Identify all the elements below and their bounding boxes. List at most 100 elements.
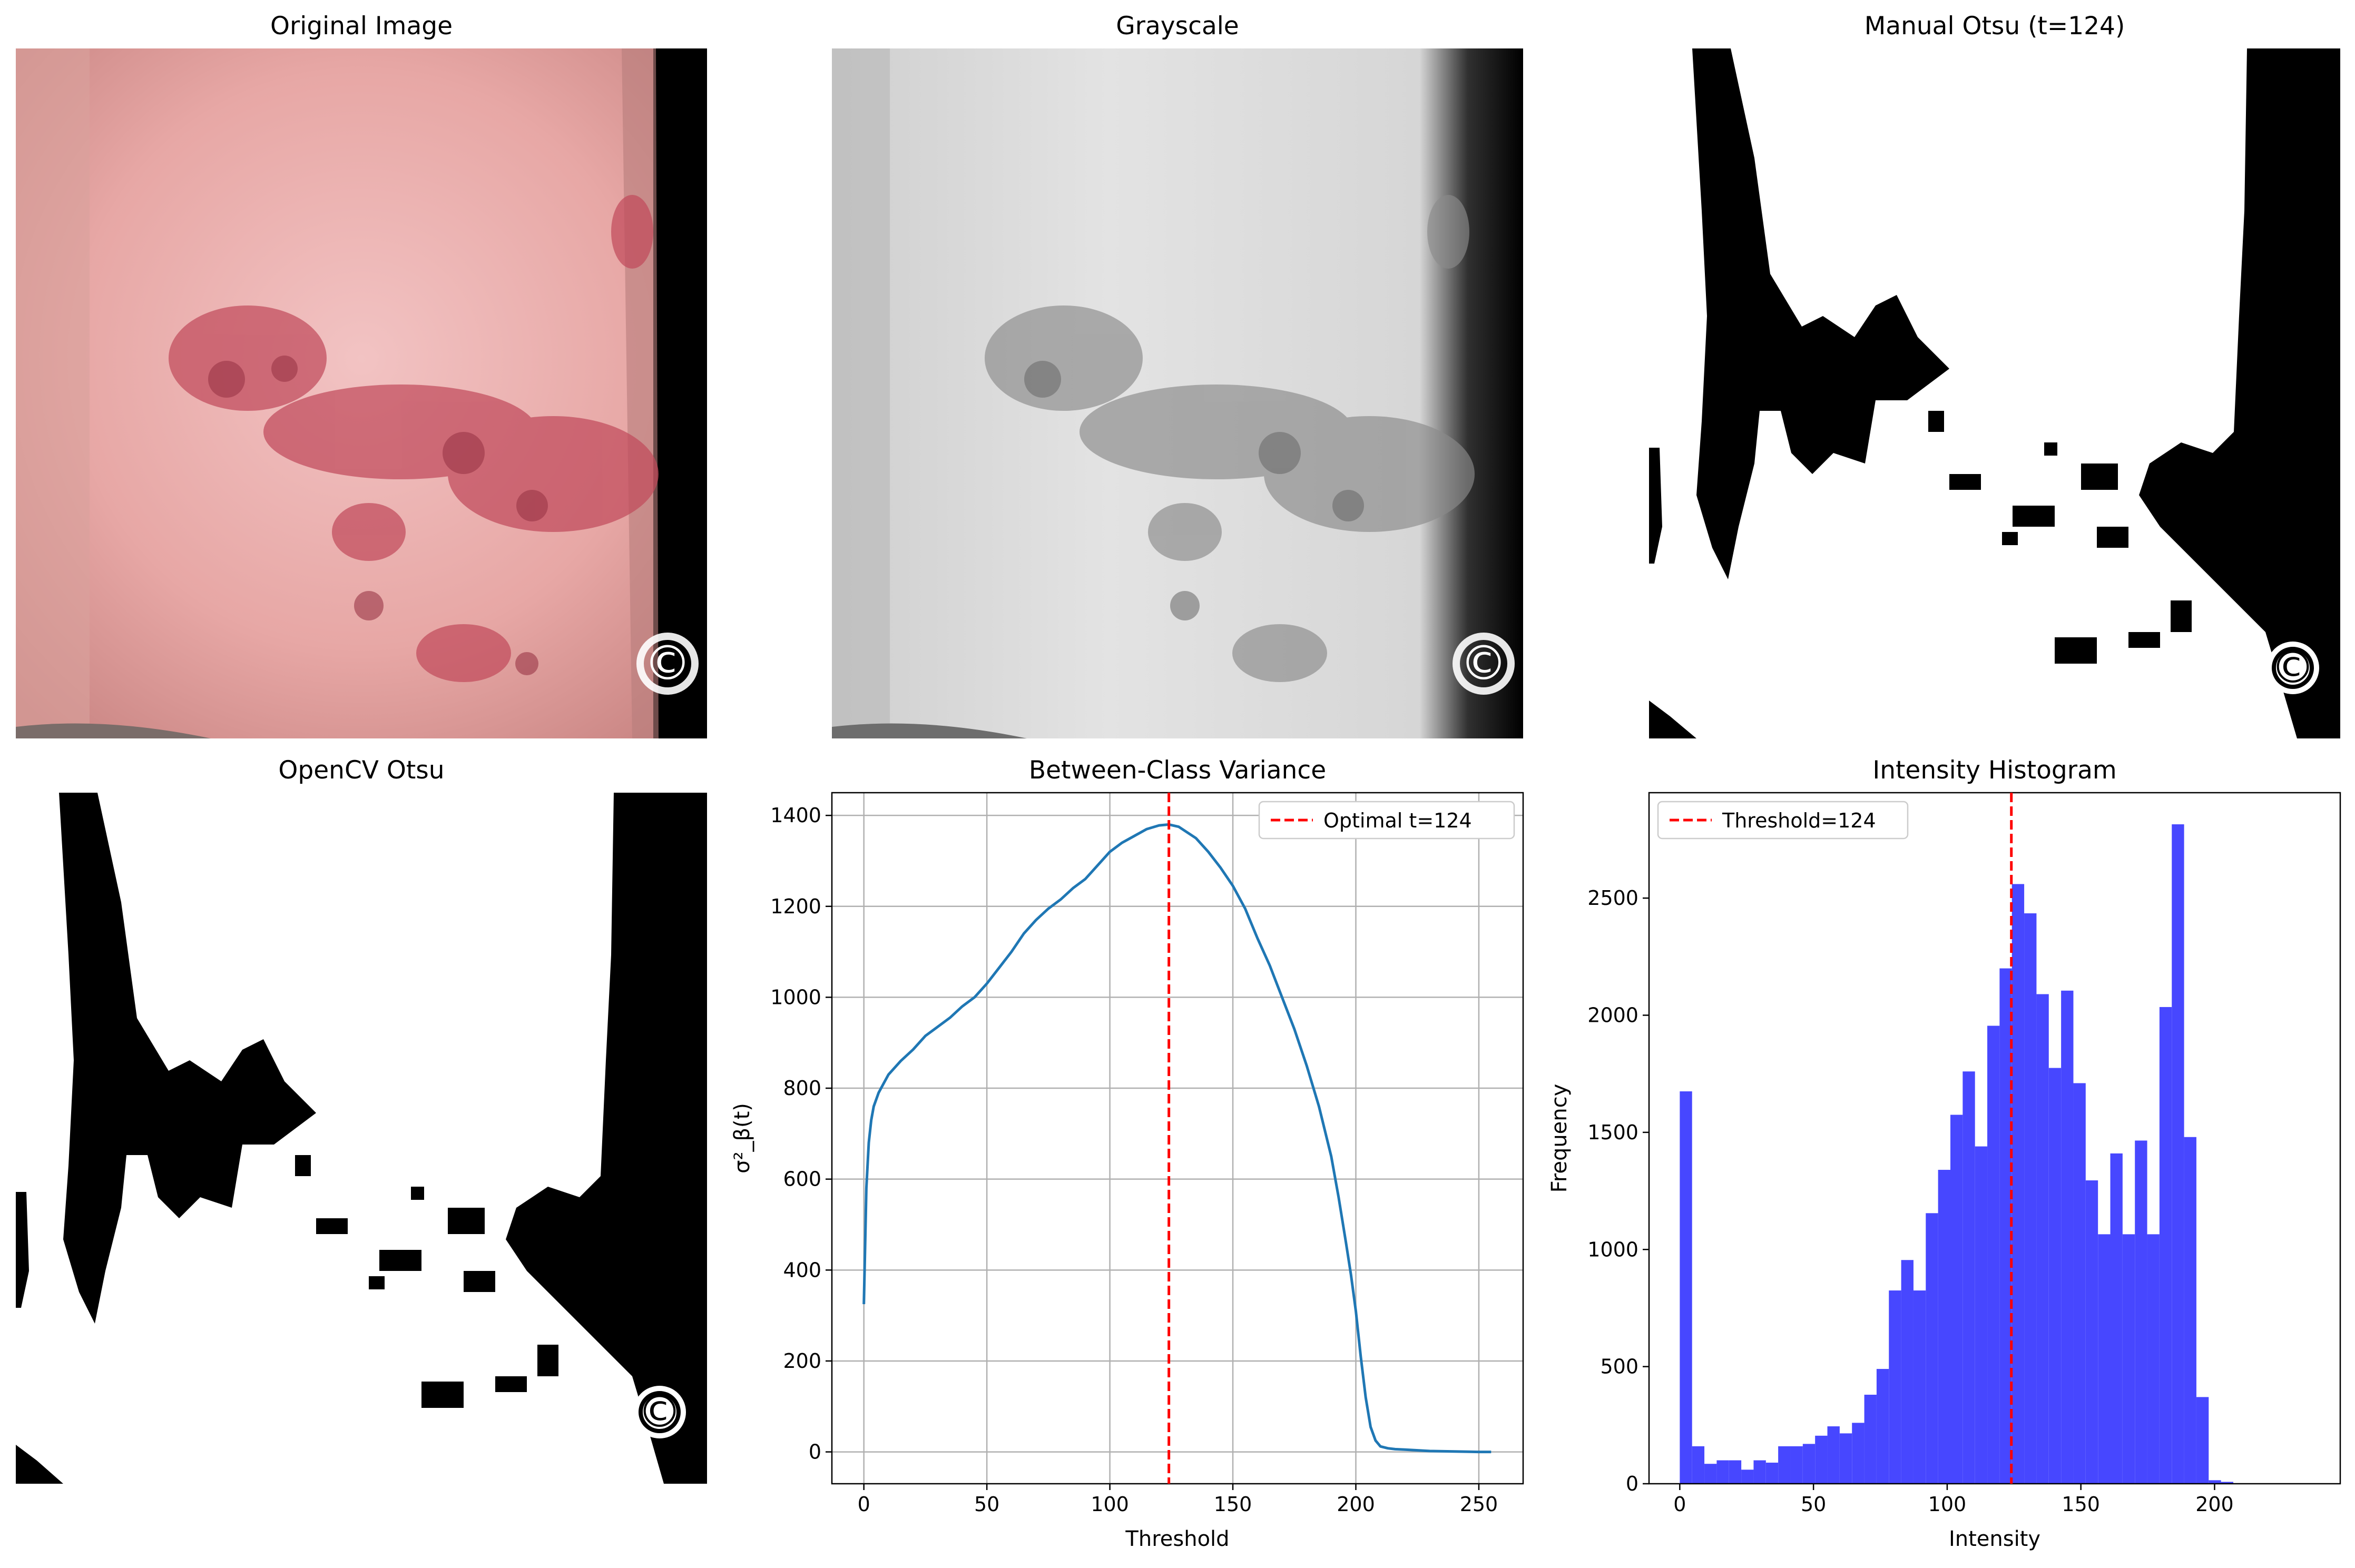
histogram-bar	[1975, 1146, 1988, 1484]
histogram-bar	[1876, 1369, 1889, 1484]
histogram-bars	[1680, 824, 2233, 1484]
histogram-bar	[2011, 884, 2025, 1484]
histogram-bar	[2110, 1153, 2123, 1484]
histogram-bar	[2196, 1397, 2209, 1484]
variance-ytick-label: 800	[783, 1077, 821, 1100]
variance-ytick-label: 0	[809, 1441, 821, 1464]
histogram-bar	[2147, 1234, 2160, 1484]
histogram-bar	[1778, 1446, 1791, 1484]
histogram-chart: Intensity Histogram 0 50 100 150 20005001000…	[1547, 756, 2341, 1551]
histogram-bar	[2024, 913, 2037, 1484]
manual-otsu-mask: ©	[1649, 48, 2340, 738]
manual-otsu-panel: Manual Otsu (t=124) ©	[1649, 12, 2340, 738]
variance-ytick-label: 600	[783, 1168, 821, 1191]
histogram-bar	[2172, 824, 2184, 1484]
histogram-bar	[1852, 1423, 1865, 1484]
histogram-bar	[2036, 994, 2049, 1484]
opencv-otsu-mask: ©	[16, 793, 707, 1484]
variance-xtick-label: 250	[1460, 1493, 1498, 1516]
opencv-watermark: ©	[637, 1386, 682, 1437]
original-image: ©	[16, 48, 707, 738]
histogram-bar	[2209, 1480, 2221, 1484]
variance-curve	[862, 823, 1492, 1454]
variance-xtick-label: 150	[1214, 1493, 1252, 1516]
histogram-bar	[1729, 1460, 1742, 1484]
histogram-chart-title: Intensity Histogram	[1872, 756, 2116, 785]
variance-xtick-label: 50	[974, 1493, 999, 1516]
original-image-panel: Original Image	[16, 12, 707, 738]
histogram-ytick-label: 1000	[1587, 1238, 1638, 1261]
histogram-bar	[1680, 1091, 1692, 1484]
grayscale-panel: Grayscale ©	[832, 12, 1523, 738]
histogram-bar	[1999, 968, 2012, 1484]
histogram-bar	[2135, 1140, 2147, 1484]
histogram-bar	[1938, 1170, 1950, 1484]
original-image-title: Original Image	[270, 12, 453, 41]
histogram-bar	[1827, 1426, 1840, 1484]
histogram-bar	[2073, 1083, 2086, 1484]
histogram-bar	[1765, 1462, 1779, 1484]
histogram-xtick-label: 0	[1673, 1493, 1686, 1516]
histogram-ytick-label: 1500	[1587, 1121, 1638, 1144]
variance-xtick-label: 0	[858, 1493, 870, 1516]
histogram-bar	[2085, 1180, 2098, 1484]
histogram-xtick-label: 150	[2062, 1493, 2100, 1516]
histogram-bar	[1839, 1433, 1852, 1484]
histogram-bar	[1815, 1435, 1828, 1484]
variance-grid	[832, 793, 1523, 1484]
variance-xtick-label: 100	[1091, 1493, 1129, 1516]
histogram-ytick-label: 2000	[1587, 1004, 1638, 1027]
histogram-bar	[1704, 1464, 1717, 1484]
histogram-ytick-label: 0	[1626, 1472, 1638, 1495]
histogram-ylabel: Frequency	[1547, 1084, 1572, 1193]
histogram-bar	[1962, 1071, 1975, 1484]
histogram-bar	[1692, 1446, 1705, 1484]
opencv-otsu-panel: OpenCV Otsu ©	[16, 756, 707, 1484]
histogram-bar	[1926, 1213, 1938, 1484]
grayscale-watermark: ©	[1460, 636, 1507, 691]
histogram-bar	[1950, 1115, 1963, 1484]
histogram-xtick-label: 200	[2195, 1493, 2234, 1516]
variance-ytick-label: 1000	[770, 985, 821, 1009]
histogram-bar	[2061, 990, 2074, 1484]
grayscale-title: Grayscale	[1116, 12, 1239, 41]
variance-ylabel: σ²_β(t)	[730, 1103, 754, 1173]
histogram-bar	[1802, 1444, 1816, 1484]
histogram-bar	[1716, 1460, 1729, 1484]
histogram-bar	[2122, 1234, 2135, 1484]
variance-ytick-label: 400	[783, 1258, 821, 1281]
variance-chart: Between-Class Variance 0 50 100 150 200 250 0 2…	[730, 756, 1524, 1551]
manual-otsu-title: Manual Otsu (t=124)	[1865, 12, 2125, 41]
histogram-bar	[1864, 1395, 1877, 1484]
histogram-ytick-label: 500	[1600, 1355, 1638, 1378]
variance-ytick-label: 1200	[770, 895, 821, 918]
opencv-otsu-title: OpenCV Otsu	[278, 756, 444, 785]
histogram-bar	[1889, 1290, 1901, 1484]
histogram-bar	[1913, 1290, 1926, 1484]
histogram-xtick-label: 50	[1801, 1493, 1826, 1516]
histogram-legend: Threshold=124	[1657, 801, 1909, 840]
variance-legend-label: Optimal t=124	[1323, 809, 1472, 832]
histogram-bar	[1790, 1446, 1803, 1484]
histogram-bar	[2221, 1482, 2233, 1484]
histogram-bar	[1741, 1470, 1754, 1484]
variance-legend: Optimal t=124	[1258, 801, 1515, 840]
histogram-legend-label: Threshold=124	[1722, 809, 1876, 832]
histogram-bar	[1987, 1025, 2000, 1484]
variance-xtick-label: 200	[1337, 1493, 1375, 1516]
variance-ticks: 0 50 100 150 200 250 0 200 400 600 800 1000 1200 1400	[770, 804, 1498, 1516]
histogram-bar	[1753, 1460, 1766, 1484]
variance-ytick-label: 200	[783, 1349, 821, 1373]
histogram-xlabel: Intensity	[1949, 1527, 2040, 1551]
original-watermark: ©	[644, 636, 691, 691]
variance-chart-title: Between-Class Variance	[1029, 756, 1326, 785]
histogram-xtick-label: 100	[1928, 1493, 1967, 1516]
histogram-bar	[2184, 1137, 2196, 1484]
grayscale-image: ©	[832, 48, 1523, 738]
histogram-ytick-label: 2500	[1587, 886, 1638, 910]
manual-watermark: ©	[2271, 642, 2315, 693]
variance-plot-frame	[831, 792, 1524, 1485]
histogram-bar	[2048, 1068, 2062, 1484]
